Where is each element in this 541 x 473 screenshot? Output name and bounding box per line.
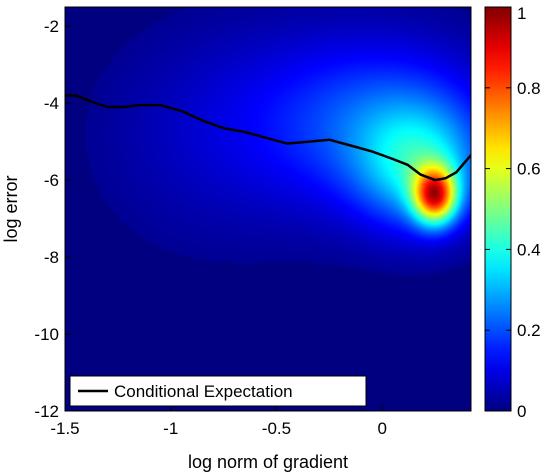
y-tick-label: -4 — [44, 94, 59, 113]
legend-box — [69, 375, 367, 407]
x-tick-label: -1.5 — [50, 419, 79, 438]
x-tick-label: 0 — [377, 419, 386, 438]
x-tick-label: -0.5 — [262, 419, 291, 438]
x-tick-label: -1 — [163, 419, 178, 438]
legend-label: Conditional Expectation — [114, 382, 293, 401]
colorbar-ticks: 0 0.2 0.4 0.6 0.8 1 — [485, 4, 541, 421]
x-ticks: -1.5 -1 -0.5 0 — [50, 405, 387, 438]
x-axis-label: log norm of gradient — [188, 452, 348, 472]
plot-frame — [64, 6, 472, 412]
y-tick-label: -8 — [44, 248, 59, 267]
y-tick-label: -12 — [34, 402, 59, 421]
colorbar: 0 0.2 0.4 0.6 0.8 1 — [484, 4, 541, 421]
plot-area: -1.5 -1 -0.5 0 -12 -10 -8 -6 -4 -2 — [34, 6, 472, 438]
legend: Conditional Expectation — [69, 375, 367, 407]
colorbar-tick-label: 0.6 — [517, 160, 541, 179]
y-tick-label: -6 — [44, 171, 59, 190]
colorbar-tick-label: 1 — [517, 4, 526, 23]
colorbar-tick-label: 0 — [517, 402, 526, 421]
series-line-conditional-expectation — [65, 94, 471, 182]
colorbar-tick-label: 0.8 — [517, 79, 541, 98]
y-tick-label: -10 — [34, 325, 59, 344]
y-ticks: -12 -10 -8 -6 -4 -2 — [34, 17, 71, 421]
colorbar-gradient — [484, 6, 512, 412]
colorbar-tick-label: 0.4 — [517, 240, 541, 259]
y-axis-label: log error — [1, 175, 21, 242]
density-heatmap — [65, 7, 471, 411]
colorbar-tick-label: 0.2 — [517, 321, 541, 340]
y-tick-label: -2 — [44, 17, 59, 36]
